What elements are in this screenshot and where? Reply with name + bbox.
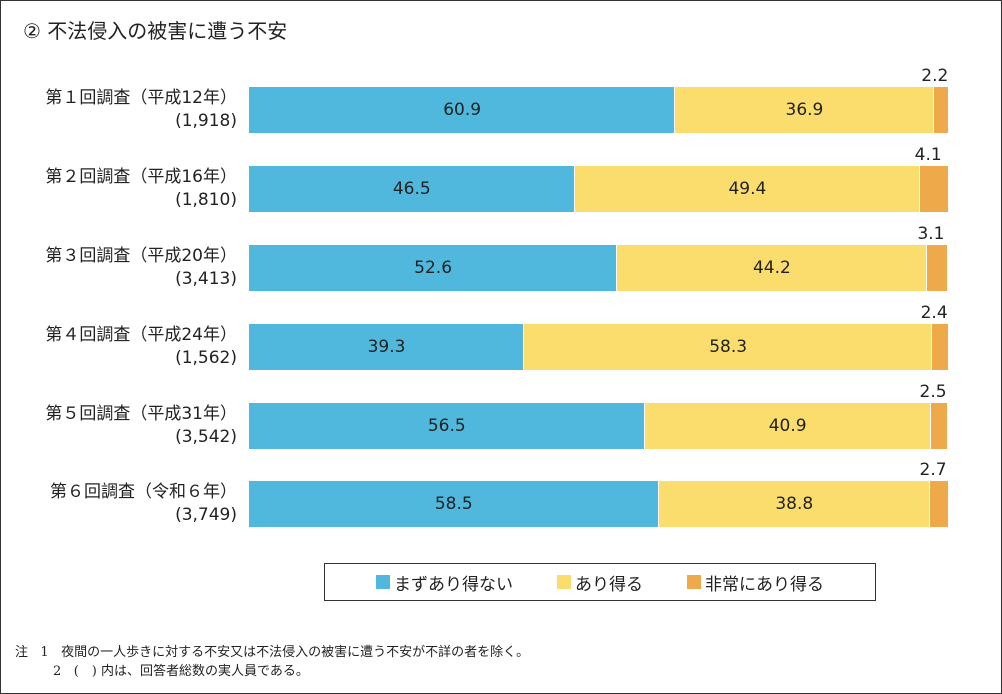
category-n: (1,918) [175, 111, 237, 131]
legend-item: あり得る [557, 570, 643, 595]
data-label: 2.2 [921, 66, 949, 86]
bar-segment [926, 245, 949, 291]
data-label: 2.7 [919, 460, 947, 480]
data-label: 58.5 [434, 494, 473, 514]
data-label: 36.9 [785, 100, 824, 120]
category-n: (1,562) [175, 348, 237, 368]
data-label: 56.5 [427, 416, 466, 436]
data-label: 60.9 [443, 100, 482, 120]
legend-item: まずあり得ない [376, 570, 513, 595]
bar-segment [249, 481, 659, 527]
bar-segment [675, 87, 934, 133]
category-label: 第４回調査（平成24年） [45, 325, 237, 345]
bar-segment [644, 403, 931, 449]
category-n: (3,542) [175, 427, 237, 447]
bar-segment [920, 166, 949, 212]
data-label: 39.3 [367, 337, 406, 357]
category-n: (3,749) [175, 505, 237, 525]
note-1: 注 1 夜間の一人歩きに対する不安又は不法侵入の被害に遭う不安が不詳の者を除く。 [15, 641, 529, 660]
category-label: 第２回調査（平成16年） [45, 167, 237, 187]
note-text: 夜間の一人歩きに対する不安又は不法侵入の被害に遭う不安が不詳の者を除く。 [61, 645, 530, 660]
data-label: 49.4 [728, 179, 767, 199]
category-label: 第５回調査（平成31年） [45, 404, 237, 424]
bar-segment [249, 324, 525, 370]
note-mark: 注 [15, 645, 29, 660]
data-label: 4.1 [914, 145, 942, 165]
bar-segment [574, 166, 921, 212]
note-num: 1 [40, 645, 49, 660]
data-label: 46.5 [392, 179, 431, 199]
bar-segment [249, 87, 676, 133]
data-label: 40.9 [768, 416, 807, 436]
bar-segment [658, 481, 931, 527]
legend-item: 非常にあり得る [687, 570, 824, 595]
legend: まずあり得ない あり得る 非常にあり得る [324, 563, 876, 601]
legend-label: 非常にあり得る [705, 574, 824, 595]
category-n: (3,413) [175, 269, 237, 289]
bar-segment [249, 166, 575, 212]
chart-title: ② 不法侵入の被害に遭う不安 [23, 19, 288, 43]
category-n: (1,810) [175, 190, 237, 210]
category-label: 第６回調査（令和６年） [50, 482, 237, 502]
data-label: 52.6 [414, 258, 453, 278]
data-label: 3.1 [917, 224, 945, 244]
bar-segment [930, 481, 949, 527]
data-label: 2.5 [919, 382, 947, 402]
bar-segment [932, 324, 949, 370]
legend-swatch [557, 575, 571, 589]
note-text: ( ) 内は、回答者総数の実人員である。 [73, 664, 309, 679]
legend-label: まずあり得ない [394, 574, 513, 595]
data-label: 44.2 [752, 258, 791, 278]
bar-segment [933, 87, 949, 133]
note-num: 2 [53, 664, 62, 679]
bar-segment [524, 324, 933, 370]
data-label: 58.3 [709, 337, 748, 357]
category-label: 第１回調査（平成12年） [45, 88, 237, 108]
bar-segment [249, 403, 645, 449]
legend-swatch [687, 575, 701, 589]
note-2: 2 ( ) 内は、回答者総数の実人員である。 [53, 660, 309, 679]
data-label: 38.8 [775, 494, 814, 514]
bar-segment [930, 403, 949, 449]
legend-label: あり得る [575, 574, 643, 595]
bar-segment [617, 245, 927, 291]
legend-swatch [376, 575, 390, 589]
category-label: 第３回調査（平成20年） [45, 246, 237, 266]
bar-segment [249, 245, 618, 291]
data-label: 2.4 [920, 303, 948, 323]
